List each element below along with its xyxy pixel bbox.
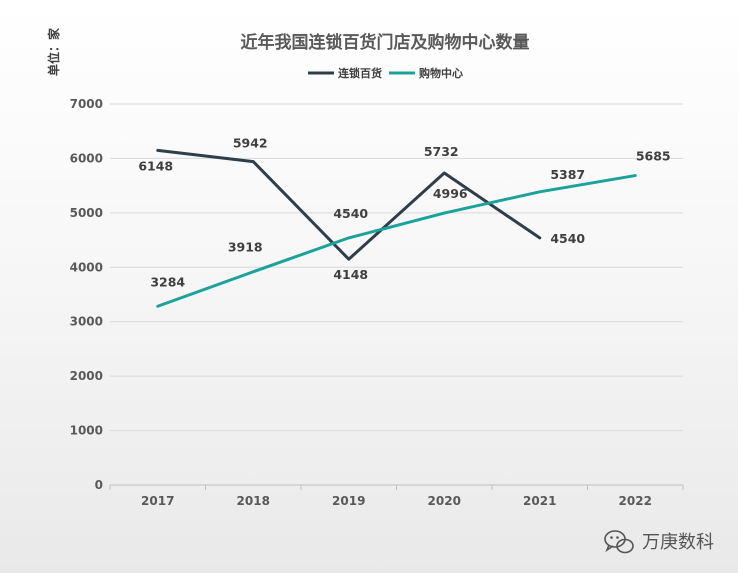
y-axis-ticks: 0 1000 2000 3000 4000 5000 6000 7000 [70, 97, 103, 492]
x-axis-ticks: 2017 2018 2019 2020 2021 2022 [141, 494, 652, 508]
y-tick-label: 5000 [70, 206, 103, 220]
y-tick-label: 2000 [70, 369, 103, 383]
data-labels: 6148 5942 4148 5732 4540 3284 3918 4540 4996 5387… [138, 136, 670, 290]
y-tick-label: 3000 [70, 315, 103, 329]
legend: 连锁百货 购物中心 [308, 66, 463, 80]
data-label: 4996 [433, 186, 468, 201]
data-label: 4148 [333, 267, 368, 282]
series-lines [156, 148, 637, 308]
watermark-text: 万庚数科 [642, 532, 714, 553]
x-tick-label: 2021 [523, 494, 556, 508]
data-label: 6148 [138, 158, 173, 173]
chart-title: 近年我国连锁百货门店及购物中心数量 [241, 32, 530, 53]
data-label: 4540 [333, 206, 368, 221]
data-label: 5942 [233, 136, 268, 151]
y-tick-label: 7000 [70, 97, 103, 111]
data-label: 4540 [550, 231, 585, 246]
y-tick-label: 6000 [70, 151, 103, 165]
gridlines [109, 103, 684, 490]
data-label: 5387 [550, 167, 585, 182]
y-tick-label: 1000 [70, 424, 103, 438]
y-axis-unit: 单位：家 [46, 27, 61, 76]
series-line-1 [156, 174, 637, 308]
data-label: 3918 [228, 240, 263, 255]
data-label: 3284 [150, 274, 185, 289]
series-line-0 [156, 148, 542, 261]
y-tick-label: 0 [95, 478, 103, 492]
wechat-icon [604, 530, 634, 554]
legend-entry: 连锁百货 [338, 66, 382, 80]
watermark: 万庚数科 [604, 530, 714, 554]
data-label: 5685 [636, 149, 671, 164]
y-tick-label: 4000 [70, 260, 103, 274]
legend-entry: 购物中心 [419, 66, 463, 80]
x-tick-label: 2018 [237, 494, 270, 508]
x-tick-label: 2019 [332, 494, 365, 508]
x-tick-label: 2017 [141, 494, 174, 508]
x-tick-label: 2020 [428, 494, 461, 508]
x-tick-label: 2022 [619, 494, 652, 508]
data-label: 5732 [424, 144, 459, 159]
